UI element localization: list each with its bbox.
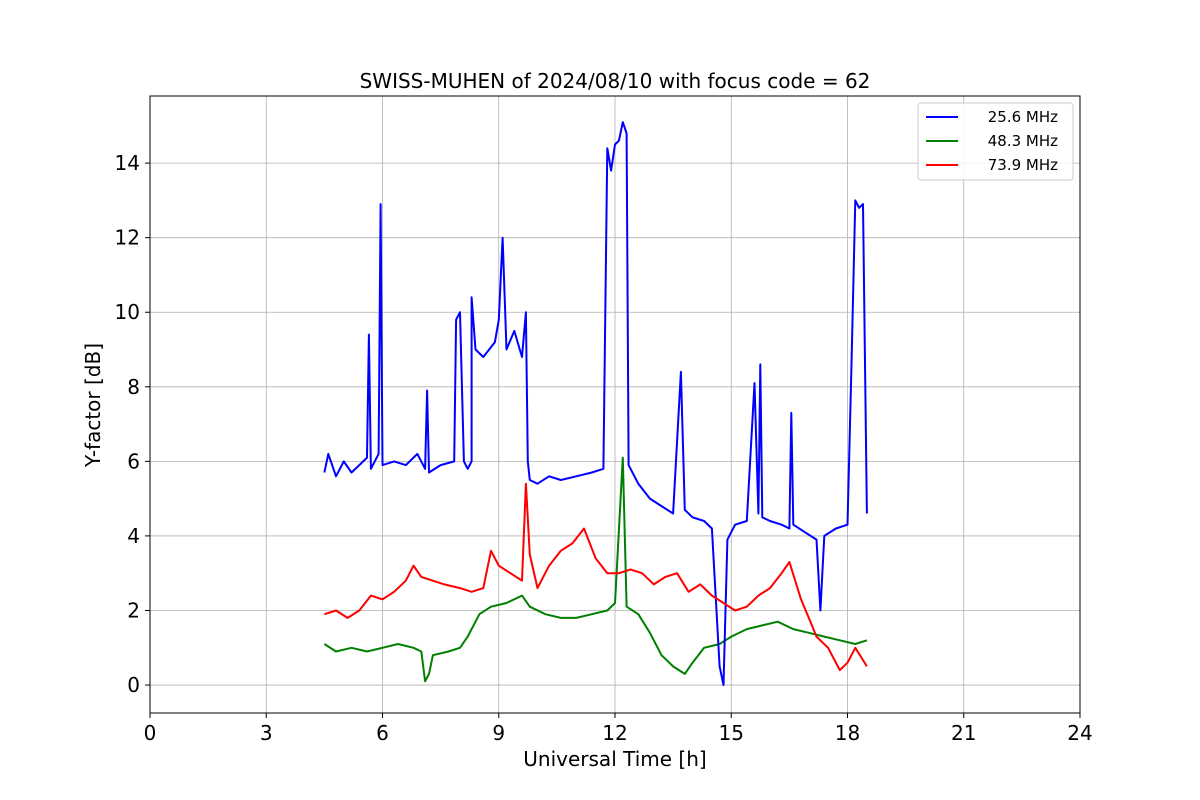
x-tick-label: 12 (602, 721, 627, 745)
legend-label: 73.9 MHz (988, 156, 1058, 174)
y-tick-label: 14 (115, 151, 140, 175)
x-tick-label: 0 (144, 721, 157, 745)
y-axis: 0 2 4 6 8 10 12 14 (115, 151, 150, 697)
y-tick-label: 10 (115, 300, 140, 324)
x-tick-label: 15 (719, 721, 744, 745)
x-tick-label: 24 (1067, 721, 1092, 745)
legend-label: 25.6 MHz (988, 108, 1058, 126)
y-tick-label: 4 (127, 524, 140, 548)
y-tick-label: 2 (127, 598, 140, 622)
x-tick-label: 3 (260, 721, 273, 745)
x-axis-label: Universal Time [h] (523, 747, 706, 771)
legend-box (917, 102, 1074, 181)
y-tick-label: 6 (127, 449, 140, 473)
y-tick-label: 0 (127, 673, 140, 697)
chart-title: SWISS-MUHEN of 2024/08/10 with focus cod… (360, 69, 871, 93)
x-axis: 0 3 6 9 12 15 18 21 24 (144, 713, 1093, 745)
x-tick-label: 6 (376, 721, 389, 745)
y-axis-label: Y-factor [dB] (81, 343, 105, 468)
y-tick-label: 12 (115, 226, 140, 250)
series-line-2 (323, 456, 868, 683)
series-layer (323, 121, 868, 686)
x-tick-label: 9 (492, 721, 505, 745)
series-line-3 (324, 482, 868, 672)
grid (149, 96, 1081, 713)
x-tick-label: 18 (835, 721, 860, 745)
legend: 25.6 MHz 48.3 MHz 73.9 MHz (917, 102, 1074, 181)
x-tick-label: 21 (951, 721, 976, 745)
series-line-1 (323, 121, 868, 686)
legend-label: 48.3 MHz (988, 132, 1058, 150)
y-tick-label: 8 (127, 375, 140, 399)
